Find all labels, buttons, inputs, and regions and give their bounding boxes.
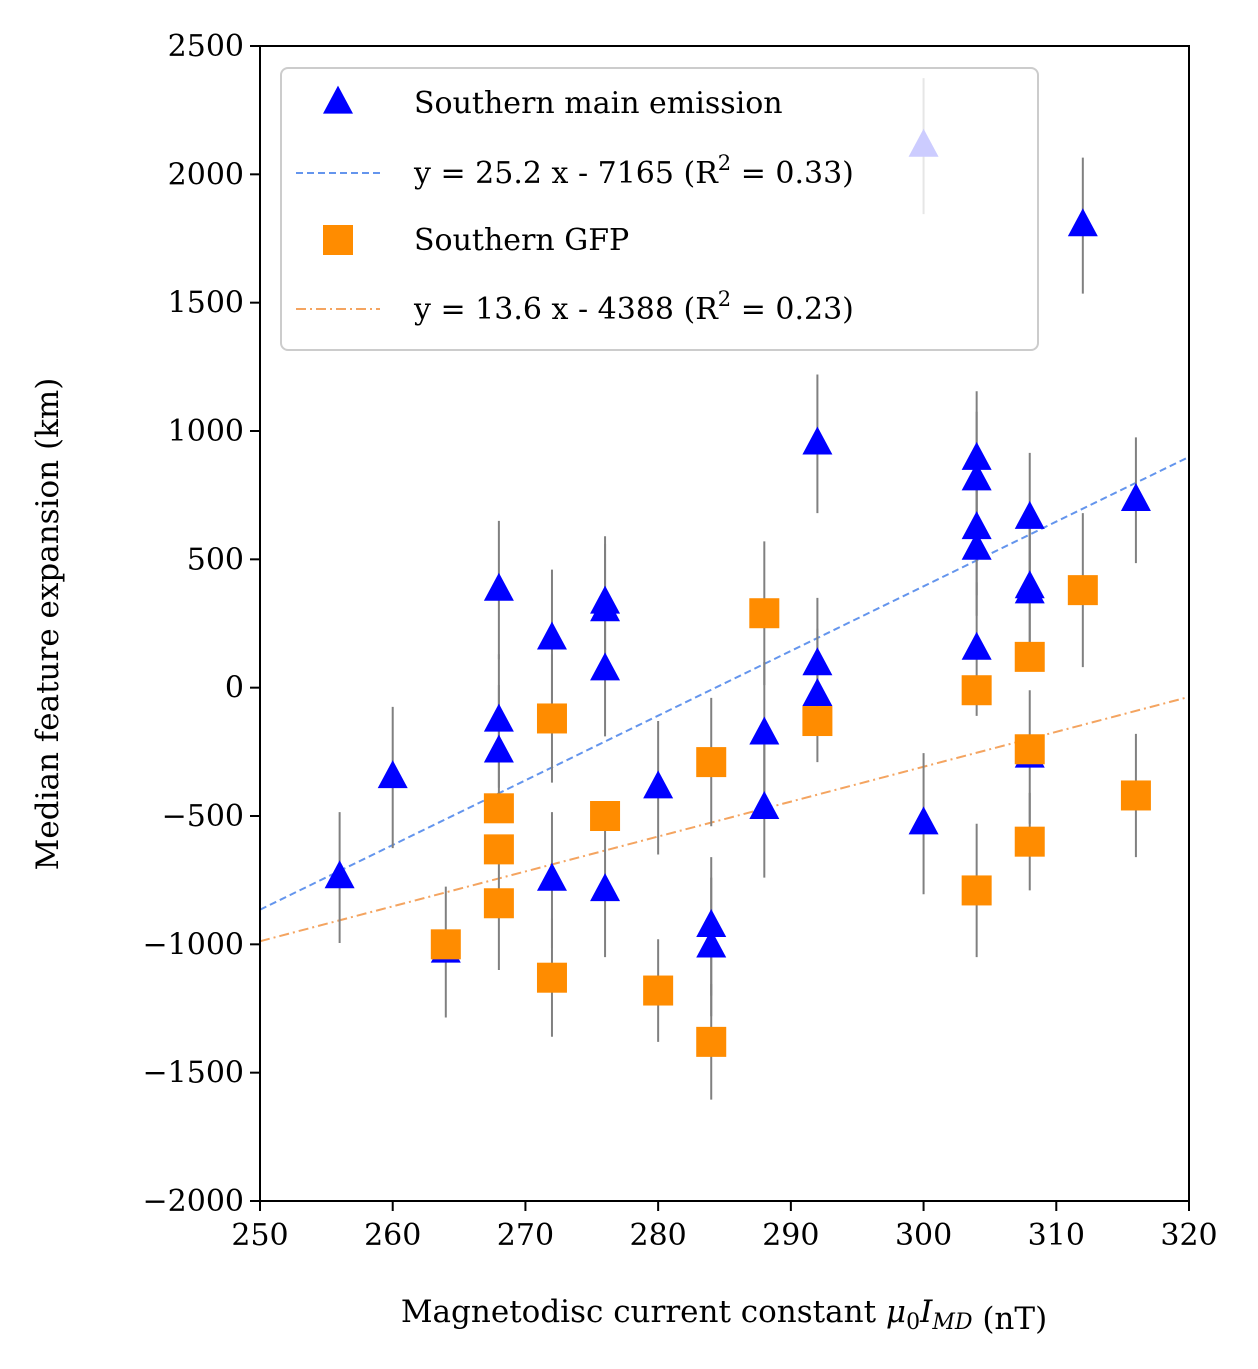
triangle-point bbox=[696, 929, 727, 958]
plot-frame bbox=[259, 45, 1190, 1202]
x-tick-label: 310 bbox=[1028, 1218, 1085, 1253]
square-point bbox=[696, 747, 727, 778]
legend-box bbox=[280, 67, 1039, 351]
y-tick-label: 500 bbox=[187, 542, 244, 577]
legend-label-superscript: 2 bbox=[718, 151, 731, 175]
legend: Southern main emission y = 25.2 x - 7165 … bbox=[280, 67, 1039, 351]
square-point bbox=[430, 929, 461, 960]
square-point bbox=[802, 706, 833, 737]
y-tick-label: 1000 bbox=[168, 414, 244, 449]
triangle-point bbox=[908, 806, 939, 835]
square-point bbox=[483, 888, 514, 919]
triangle-point bbox=[1120, 482, 1151, 511]
y-tick-label: 2500 bbox=[168, 29, 244, 64]
triangle-point bbox=[590, 593, 621, 622]
square-point bbox=[1014, 734, 1045, 765]
triangle-point bbox=[749, 790, 780, 819]
square-point bbox=[590, 801, 621, 831]
triangle-point bbox=[802, 678, 833, 707]
square-point bbox=[1120, 780, 1151, 811]
triangle-point bbox=[483, 703, 514, 732]
triangle-point bbox=[1014, 500, 1045, 529]
triangle-point bbox=[643, 770, 674, 799]
y-tick-label: −500 bbox=[162, 799, 244, 834]
legend-label-end: = 0.23) bbox=[731, 292, 854, 327]
legend-entry-label: y = 13.6 x - 4388 (R2 = 0.23) bbox=[413, 287, 854, 327]
triangle-point bbox=[536, 621, 567, 650]
square-point bbox=[536, 703, 567, 734]
axis-ticks: 250 260 270 280 290 300 310 320 −2000 −1500 −1000 −… bbox=[143, 29, 1218, 1253]
square-point bbox=[696, 1026, 727, 1057]
x-tick-label: 250 bbox=[231, 1218, 288, 1253]
triangle-point bbox=[961, 631, 992, 660]
data-markers bbox=[324, 128, 1151, 1057]
x-axis-label-i: I bbox=[919, 1294, 933, 1330]
y-tick-label: 0 bbox=[225, 671, 244, 706]
triangle-point bbox=[961, 511, 992, 540]
x-tick-label: 290 bbox=[762, 1218, 819, 1253]
legend-entry-label: Southern main emission bbox=[414, 86, 783, 121]
square-point bbox=[483, 834, 514, 865]
square-point bbox=[536, 962, 567, 993]
legend-label-main: y = 25.2 x - 7165 (R bbox=[413, 156, 719, 191]
legend-label-end: = 0.33) bbox=[731, 156, 854, 191]
square-point bbox=[961, 675, 992, 706]
legend-entry-label: y = 25.2 x - 7165 (R2 = 0.33) bbox=[413, 151, 854, 191]
y-tick-label: 2000 bbox=[168, 157, 244, 192]
triangle-point bbox=[377, 760, 408, 789]
triangle-point bbox=[961, 441, 992, 470]
x-axis-label-mu: μ bbox=[886, 1294, 906, 1330]
triangle-point bbox=[961, 531, 992, 560]
x-axis-label-sub-md: MD bbox=[931, 1310, 973, 1335]
square-point bbox=[749, 598, 780, 629]
legend-entry-label: Southern GFP bbox=[414, 223, 629, 258]
triangle-point bbox=[483, 734, 514, 763]
legend-triangle-marker bbox=[323, 85, 353, 114]
triangle-point bbox=[1067, 208, 1098, 237]
x-axis-label-suffix: (nT) bbox=[972, 1301, 1047, 1337]
x-tick-label: 260 bbox=[364, 1218, 421, 1253]
triangle-point bbox=[802, 647, 833, 676]
legend-label-main: y = 13.6 x - 4388 (R bbox=[413, 292, 719, 327]
triangle-point bbox=[590, 652, 621, 681]
triangle-point bbox=[696, 909, 727, 938]
x-axis-label: Magnetodisc current constant μ0IMD (nT) bbox=[401, 1294, 1047, 1337]
x-tick-label: 270 bbox=[497, 1218, 554, 1253]
triangle-point bbox=[536, 862, 567, 891]
square-point bbox=[1067, 575, 1098, 606]
fit-line bbox=[260, 456, 1189, 911]
square-point bbox=[1014, 826, 1045, 857]
y-tick-label: −1500 bbox=[143, 1056, 244, 1091]
y-axis-label: Median feature expansion (km) bbox=[30, 378, 66, 871]
square-point bbox=[483, 793, 514, 824]
triangle-point bbox=[483, 572, 514, 601]
x-tick-label: 280 bbox=[630, 1218, 687, 1253]
y-tick-label: 1500 bbox=[168, 286, 244, 321]
legend-square-marker bbox=[323, 225, 353, 255]
x-axis-label-prefix: Magnetodisc current constant bbox=[401, 1294, 886, 1330]
y-tick-label: −2000 bbox=[143, 1184, 244, 1219]
triangle-point bbox=[590, 873, 621, 902]
square-point bbox=[1014, 641, 1045, 672]
legend-label-superscript: 2 bbox=[718, 287, 731, 311]
triangle-point bbox=[324, 860, 355, 889]
triangle-point bbox=[1014, 575, 1045, 604]
x-axis-label-sub-zero: 0 bbox=[906, 1310, 920, 1335]
square-point bbox=[961, 875, 992, 906]
triangle-point bbox=[749, 716, 780, 745]
triangle-point bbox=[802, 426, 833, 455]
x-tick-label: 300 bbox=[895, 1218, 952, 1253]
x-axis-label-math: μ0IMD bbox=[886, 1294, 973, 1335]
y-tick-label: −1000 bbox=[143, 927, 244, 962]
x-tick-label: 320 bbox=[1160, 1218, 1217, 1253]
triangle-point bbox=[961, 462, 992, 491]
square-point bbox=[643, 975, 674, 1006]
